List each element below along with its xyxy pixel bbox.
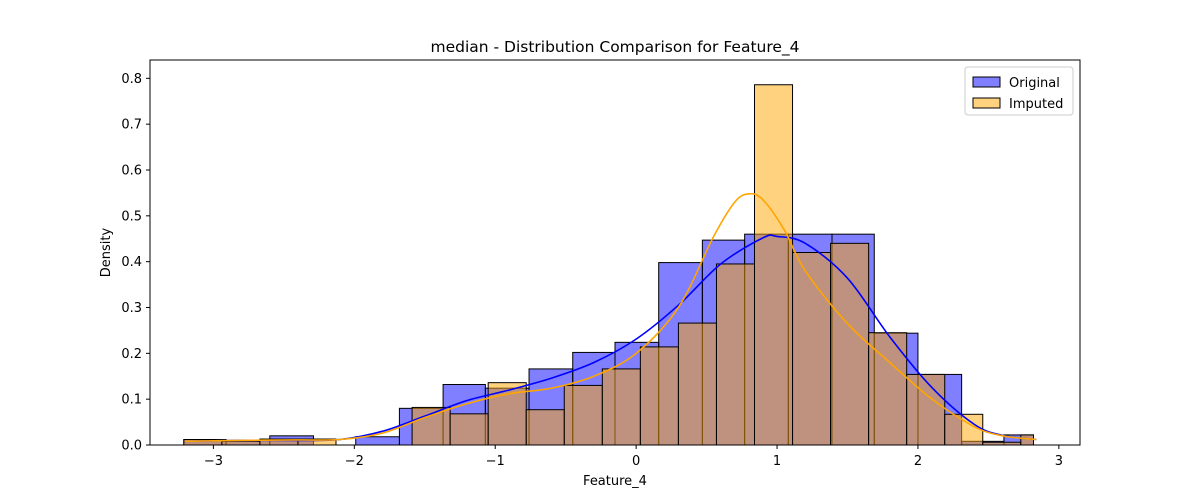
imputed-bars <box>183 84 1034 446</box>
imputed-bar-7 <box>449 413 489 446</box>
legend-swatch-original <box>972 76 1001 88</box>
imputed-bar-9 <box>525 409 565 446</box>
y-tick-label: 0.6 <box>121 164 142 179</box>
y-axis-ticks: 0.0 0.1 0.2 0.3 0.4 0.5 0.6 0.7 0.8 <box>121 72 150 454</box>
legend-label-imputed: Imputed <box>1009 97 1063 112</box>
x-axis-label: Feature_4 <box>583 474 647 489</box>
x-tick-label: 1 <box>773 454 781 469</box>
x-tick-label: 0 <box>632 454 640 469</box>
legend-swatch-imputed <box>972 97 1001 109</box>
y-tick-label: 0.2 <box>121 347 142 362</box>
imputed-bar-13 <box>677 322 717 446</box>
imputed-bar-16 <box>792 252 832 446</box>
plot-frame <box>149 59 1081 446</box>
imputed-bar-14 <box>715 263 755 446</box>
y-axis-label: Density <box>99 227 114 277</box>
imputed-bar-1 <box>221 440 261 446</box>
y-tick-label: 0.0 <box>121 439 142 454</box>
y-tick-label: 0.3 <box>121 301 142 316</box>
original-bar-4 <box>355 436 400 446</box>
legend-label-original: Original <box>1009 76 1060 91</box>
imputed-bar-15 <box>754 84 794 446</box>
x-axis-ticks: −3 −2 −1 0 1 2 3 <box>204 445 1063 469</box>
imputed-bar-19 <box>906 373 946 446</box>
imputed-bar-17 <box>830 242 870 446</box>
x-tick-label: −2 <box>345 454 364 469</box>
x-tick-label: 2 <box>914 454 922 469</box>
y-tick-label: 0.5 <box>121 209 142 224</box>
imputed-bar-11 <box>601 368 641 446</box>
x-tick-label: −3 <box>204 454 223 469</box>
imputed-bar-20 <box>944 413 984 446</box>
x-tick-label: 3 <box>1055 454 1063 469</box>
y-tick-label: 0.4 <box>121 255 142 270</box>
y-tick-label: 0.8 <box>121 72 142 87</box>
legend: Original Imputed <box>964 66 1074 116</box>
y-tick-label: 0.7 <box>121 118 142 133</box>
y-tick-label: 0.1 <box>121 393 142 408</box>
imputed-kde-line <box>185 192 1037 443</box>
imputed-bar-10 <box>563 384 603 446</box>
original-kde-line <box>185 234 1037 443</box>
chart-title: median - Distribution Comparison for Fea… <box>430 38 799 57</box>
imputed-bar-12 <box>639 346 679 446</box>
imputed-bar-22 <box>1020 434 1034 446</box>
x-tick-label: −1 <box>486 454 505 469</box>
kde-curves <box>185 192 1037 443</box>
